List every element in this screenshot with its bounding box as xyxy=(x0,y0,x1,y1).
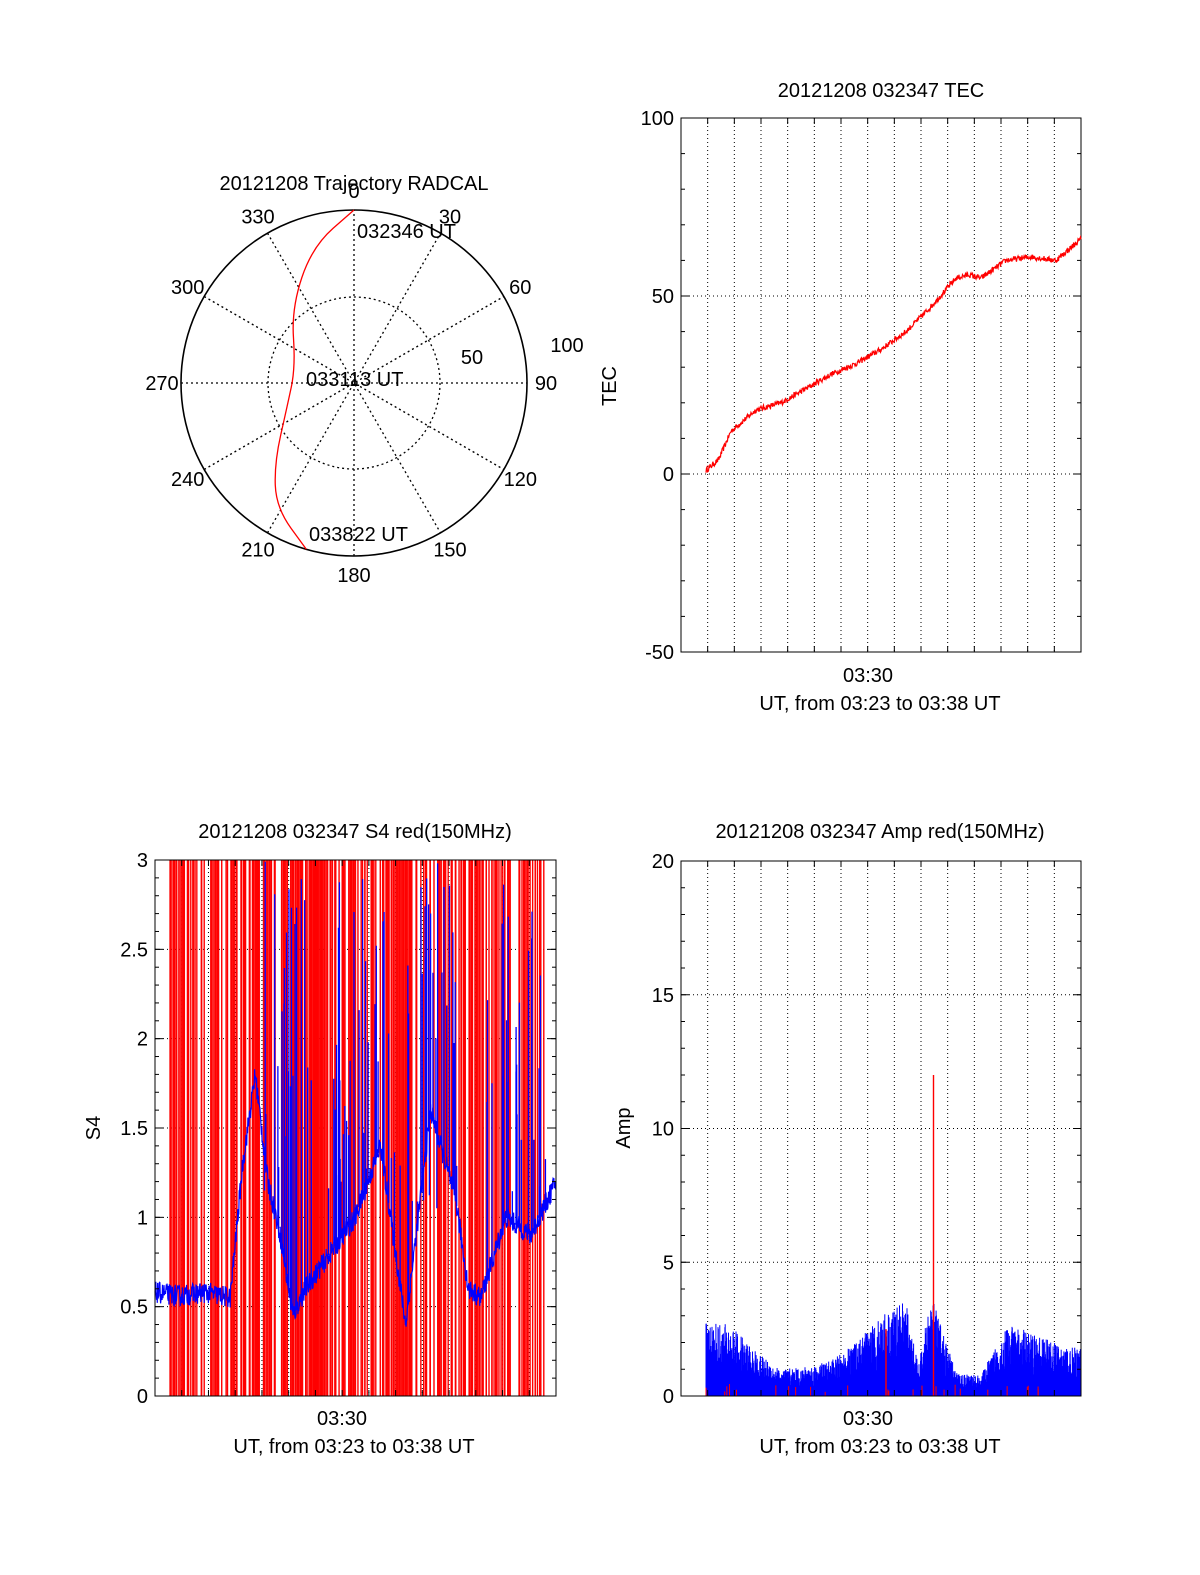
s4-red-band xyxy=(177,860,183,1396)
s4-red-band xyxy=(230,860,236,1396)
y-tick-label: 2 xyxy=(137,1029,148,1051)
s4-x-tick-label: 03:30 xyxy=(317,1408,367,1430)
polar-azimuth-label: 240 xyxy=(171,469,204,491)
polar-azimuth-label: 120 xyxy=(504,469,537,491)
polar-annotation-start: 032346 UT xyxy=(357,221,456,243)
tec-title: 20121208 032347 TEC xyxy=(778,80,984,102)
polar-annotation-mid: 033113 UT xyxy=(306,369,403,391)
y-tick-label: 0 xyxy=(663,1386,674,1408)
polar-azimuth-label: 180 xyxy=(337,565,370,587)
s4-red-band xyxy=(312,860,321,1396)
amp-grid xyxy=(681,861,1081,1396)
y-tick-label: 0 xyxy=(663,464,674,486)
s4-y-axis-label: S4 xyxy=(83,1116,105,1140)
polar-inner-ring xyxy=(267,296,441,470)
y-tick-label: 2.5 xyxy=(120,939,148,961)
amp-red-series xyxy=(705,1075,1039,1396)
s4-x-axis-label: UT, from 03:23 to 03:38 UT xyxy=(233,1436,474,1458)
tec-plot-frame xyxy=(680,117,1082,653)
y-tick-label: 5 xyxy=(663,1252,674,1274)
polar-trajectory-line xyxy=(274,209,355,550)
s4-red-band xyxy=(195,860,198,1396)
tec-y-ticks: -50 0 50 100 xyxy=(641,108,1081,664)
y-tick-label: 1.5 xyxy=(120,1118,148,1140)
amp-y-ticks: 0 5 10 15 20 xyxy=(652,851,1081,1408)
s4-red-band xyxy=(475,860,481,1396)
polar-azimuth-label: 270 xyxy=(145,373,178,395)
s4-title: 20121208 032347 S4 red(150MHz) xyxy=(198,821,512,843)
y-tick-label: 100 xyxy=(641,108,674,130)
polar-azimuth-label: 60 xyxy=(509,277,531,299)
amp-title: 20121208 032347 Amp red(150MHz) xyxy=(715,821,1044,843)
amp-plot: 20121208 032347 Amp red(150MHz) 0 5 10 15 20… xyxy=(613,821,1082,1458)
tec-grid xyxy=(681,118,1081,652)
tec-x-axis-label: UT, from 03:23 to 03:38 UT xyxy=(759,693,1000,715)
polar-azimuth-label: 300 xyxy=(171,277,204,299)
y-tick-label: 15 xyxy=(652,985,674,1007)
polar-azimuth-label: 330 xyxy=(241,207,274,229)
s4-plot: 20121208 032347 S4 red(150MHz) 0 0.5 1 1.5 2… xyxy=(83,821,557,1458)
amp-x-tick-label: 03:30 xyxy=(843,1408,893,1430)
y-tick-label: -50 xyxy=(645,642,674,664)
tec-series-line xyxy=(705,234,1082,473)
y-tick-label: 20 xyxy=(652,851,674,873)
amp-blue-series xyxy=(705,1303,1082,1396)
polar-plot: 20121208 Trajectory RADCAL 0 30 60 90 120 150… xyxy=(145,173,583,587)
y-tick-label: 0.5 xyxy=(120,1297,148,1319)
s4-blue-series-line xyxy=(154,1069,557,1327)
y-tick-label: 50 xyxy=(652,286,674,308)
amp-y-axis-label: Amp xyxy=(613,1107,635,1148)
s4-red-band xyxy=(210,860,216,1396)
y-tick-label: 0 xyxy=(137,1386,148,1408)
polar-azimuth-labels: 0 30 60 90 120 150 180 210 240 270 300 330 xyxy=(145,181,557,587)
polar-azimuth-label: 0 xyxy=(348,181,359,203)
tec-plot: 20121208 032347 TEC -50 0 50 100 03:30 UT, … xyxy=(599,80,1082,715)
polar-azimuth-label: 210 xyxy=(241,539,274,561)
amp-x-axis-label: UT, from 03:23 to 03:38 UT xyxy=(759,1436,1000,1458)
s4-red-series xyxy=(169,860,545,1396)
s4-red-band xyxy=(393,860,411,1396)
s4-y-ticks: 0 0.5 1 1.5 2 2.5 3 xyxy=(120,850,556,1408)
y-tick-label: 10 xyxy=(652,1119,674,1141)
s4-blue-spikes xyxy=(263,861,547,1316)
polar-azimuth-label: 150 xyxy=(433,539,466,561)
polar-annotation-end: 033822 UT xyxy=(309,524,408,546)
y-tick-label: 1 xyxy=(137,1207,148,1229)
polar-radial-label-100: 100 xyxy=(550,335,583,357)
tec-x-tick-label: 03:30 xyxy=(843,665,893,687)
polar-radial-label-50: 50 xyxy=(461,347,483,369)
polar-title: 20121208 Trajectory RADCAL xyxy=(219,173,488,195)
polar-azimuth-label: 30 xyxy=(439,207,461,229)
y-tick-label: 3 xyxy=(137,850,148,872)
polar-azimuth-label: 90 xyxy=(535,373,557,395)
tec-y-axis-label: TEC xyxy=(599,366,621,406)
